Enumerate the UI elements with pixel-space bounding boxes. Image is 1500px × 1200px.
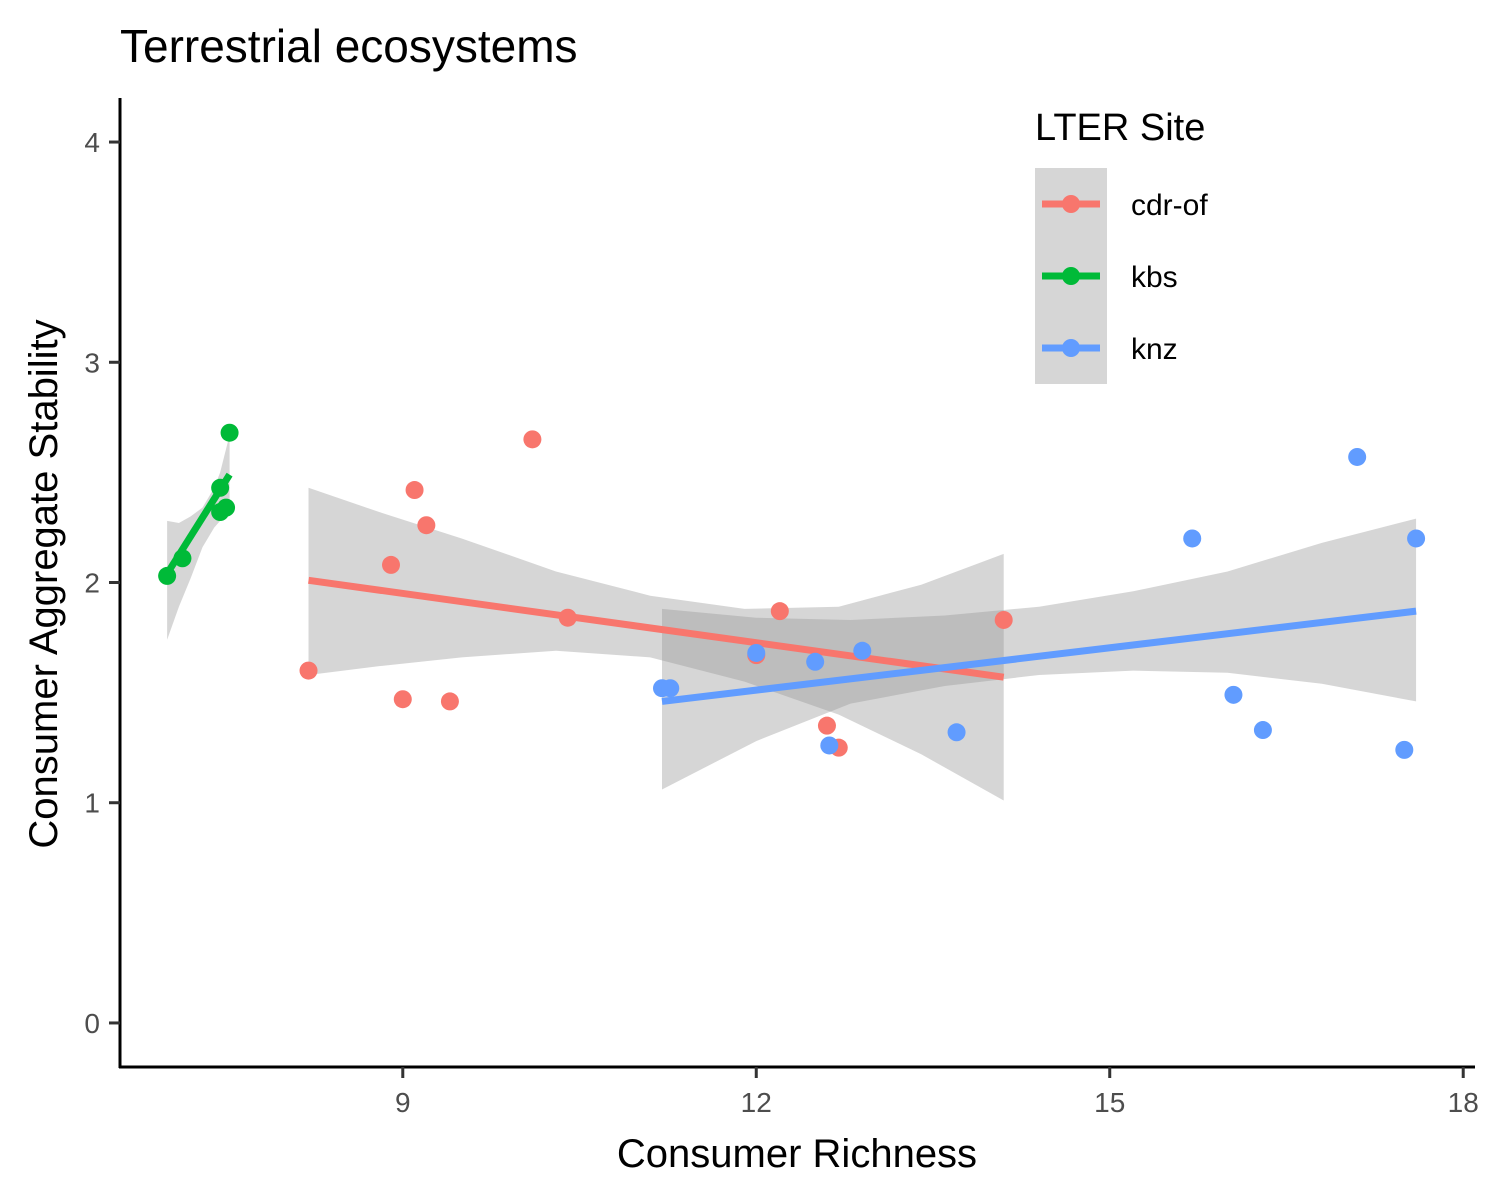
data-point-cdr-of: [558, 608, 577, 627]
data-point-knz: [853, 641, 872, 660]
data-point-knz: [1407, 529, 1426, 548]
data-point-cdr-of: [393, 690, 412, 709]
data-point-kbs: [173, 549, 192, 568]
data-point-cdr-of: [440, 692, 459, 711]
data-point-knz: [947, 723, 966, 742]
y-tick-label: 4: [84, 127, 100, 158]
x-tick-label: 9: [395, 1087, 411, 1118]
data-point-cdr-of: [994, 610, 1013, 629]
x-tick-label: 18: [1448, 1087, 1479, 1118]
data-point-knz: [1183, 529, 1202, 548]
legend-label-cdr-of: cdr-of: [1131, 189, 1208, 222]
data-point-cdr-of: [405, 481, 424, 500]
data-point-kbs: [158, 566, 177, 585]
legend-title: LTER Site: [1035, 107, 1205, 149]
x-tick-label: 15: [1094, 1087, 1125, 1118]
x-axis-title: Consumer Richness: [617, 1132, 977, 1176]
legend-label-knz: knz: [1131, 333, 1178, 366]
data-point-cdr-of: [770, 602, 789, 621]
data-point-cdr-of: [817, 716, 836, 735]
chart-title: Terrestrial ecosystems: [120, 20, 578, 72]
data-point-knz: [1395, 740, 1414, 759]
data-point-knz: [820, 736, 839, 755]
data-point-kbs: [211, 478, 230, 497]
data-point-knz: [747, 643, 766, 662]
y-tick-label: 0: [84, 1008, 100, 1039]
y-axis-title: Consumer Aggregate Stability: [22, 319, 66, 848]
fit-line-knz: [661, 607, 1417, 705]
confidence-bands: [167, 434, 1417, 801]
data-point-knz: [1348, 447, 1367, 466]
legend-key-point-cdr-of: [1062, 195, 1080, 213]
fit-line-cdr-of: [308, 576, 1005, 681]
data-point-cdr-of: [382, 555, 400, 574]
data-points: [158, 423, 1426, 759]
y-tick-label: 3: [84, 347, 100, 378]
legend-key-point-knz: [1062, 339, 1080, 357]
data-point-cdr-of: [417, 516, 436, 535]
legend-label-kbs: kbs: [1131, 261, 1178, 294]
data-point-knz: [661, 679, 680, 698]
y-tick-label: 1: [84, 788, 100, 819]
data-point-cdr-of: [299, 661, 318, 680]
y-tick-label: 2: [84, 568, 100, 599]
data-point-kbs: [217, 498, 236, 517]
data-point-knz: [1253, 721, 1272, 740]
x-tick-label: 12: [741, 1087, 772, 1118]
data-point-knz: [806, 652, 825, 671]
confidence-band-cdr-of: [308, 487, 1004, 801]
data-point-knz: [1224, 685, 1243, 704]
confidence-band-kbs: [167, 434, 230, 640]
data-point-kbs: [220, 423, 239, 442]
data-point-cdr-of: [523, 430, 542, 449]
legend-key-point-kbs: [1062, 267, 1080, 285]
legend: LTER Site cdr-of kbs knz: [1035, 107, 1208, 384]
